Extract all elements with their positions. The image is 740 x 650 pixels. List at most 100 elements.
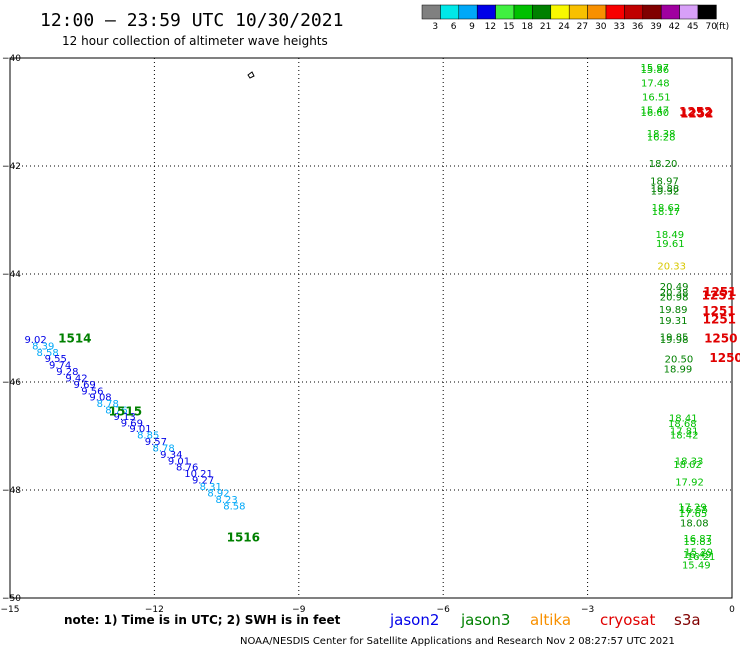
swh-value: 19.88 — [651, 184, 680, 195]
swh-value: 9.01 — [129, 424, 151, 435]
swh-value: 9.01 — [168, 457, 190, 468]
x-tick-label: −3 — [581, 605, 594, 615]
satellite-legend-entry: cryosat — [600, 611, 655, 629]
grid-lines — [10, 58, 732, 598]
legend-swatch — [679, 4, 699, 20]
swh-value: 19.98 — [660, 335, 689, 346]
swh-value: 9.02 — [24, 335, 46, 346]
legend-swatch-label: 27 — [577, 22, 588, 32]
swh-value: 16.55 — [680, 505, 709, 516]
satellite-legend-entry: jason2 — [389, 611, 439, 629]
y-tick-label: −42 — [2, 162, 21, 172]
swh-value: 18.20 — [649, 159, 678, 170]
swh-value: 19.89 — [659, 305, 688, 316]
legend-swatch-label: 42 — [669, 22, 680, 32]
pass-label: 1251 — [702, 288, 735, 302]
swh-value: 8.23 — [216, 495, 238, 506]
legend-swatch — [550, 4, 570, 20]
legend-swatch — [476, 4, 496, 20]
swh-value: 8.58 — [36, 348, 58, 359]
swh-value: 15.29 — [684, 547, 713, 558]
swh-value: 8.78 — [152, 444, 174, 455]
legend-swatch-label: 12 — [485, 22, 496, 32]
pass-labels: 1514151515161252125212511251125112511250… — [58, 105, 740, 545]
legend-unit-label: (ft) — [716, 22, 730, 32]
swh-value: 9.34 — [160, 450, 182, 461]
x-tick-label: −12 — [145, 605, 164, 615]
pass-label: 1251 — [702, 304, 735, 318]
swh-value: 17.92 — [675, 478, 704, 489]
swh-value: 18.62 — [652, 203, 681, 214]
swh-value: 16.21 — [687, 552, 716, 563]
legend-swatch-label: 30 — [595, 22, 607, 32]
swh-value: 20.50 — [665, 355, 694, 366]
pass-label: 1250 — [704, 332, 737, 346]
swh-value: 8.76 — [176, 463, 198, 474]
swh-value: 8.76 — [105, 405, 127, 416]
swh-value: 18.68 — [668, 419, 697, 430]
swh-value: 8.92 — [207, 488, 229, 499]
legend-swatch — [660, 4, 680, 20]
swh-value: 15.86 — [641, 65, 670, 76]
swh-value: 16.87 — [683, 534, 712, 545]
color-legend: 3 6 9 12 15 18 21 24 27 30 33 36 39 42 45 70(ft) — [421, 4, 730, 32]
x-tick-label: −9 — [292, 605, 306, 615]
swh-value: 19.32 — [651, 187, 680, 198]
legend-swatch-label: 45 — [687, 22, 698, 32]
pass-label: 1251 — [703, 313, 736, 327]
swh-value: 8.58 — [223, 501, 245, 512]
swh-value: 8.85 — [137, 431, 159, 442]
pass-label: 1251 — [703, 285, 736, 299]
x-tick-label: −6 — [437, 605, 451, 615]
swh-value: 20.38 — [660, 288, 689, 299]
legend-swatch — [587, 4, 607, 20]
swh-value: 8.39 — [32, 342, 54, 353]
y-tick-label: −44 — [2, 270, 21, 280]
legend-swatch-label: 39 — [650, 22, 662, 32]
satellite-legend-entry: altika — [530, 611, 571, 629]
coastline-mark — [247, 71, 255, 79]
legend-swatch — [440, 4, 460, 20]
swh-value: 9.74 — [49, 361, 71, 372]
swh-value: 20.33 — [657, 262, 686, 273]
swh-value: 16.51 — [642, 93, 671, 104]
swh-value: 18.38 — [647, 129, 676, 140]
swh-value: 19.31 — [659, 316, 688, 327]
legend-swatch-label: 21 — [540, 22, 551, 32]
axis-tick-labels: −40 −42 −44 −46 −48 −50−15 −12 −9 −6 −3 0 — [1, 54, 736, 615]
legend-swatch-label: 18 — [521, 22, 533, 32]
pass-label: 1250 — [709, 351, 740, 365]
legend-swatch-label: 36 — [632, 22, 644, 32]
legend-swatch — [458, 4, 478, 20]
swh-value: 19.85 — [660, 332, 689, 343]
swh-value: 16.60 — [641, 108, 670, 119]
plot-area: −40 −42 −44 −46 −48 −50−15 −12 −9 −6 −3 0 9.028.39… — [1, 54, 740, 615]
swh-value: 15.49 — [682, 560, 711, 571]
x-tick-label: −15 — [1, 605, 20, 615]
swh-value: 9.28 — [56, 367, 78, 378]
x-tick-label: 0 — [729, 605, 735, 615]
chart-title: 12:00 – 23:59 UTC 10/30/2021 — [40, 10, 343, 31]
swh-value: 17.48 — [641, 79, 670, 90]
legend-swatch — [624, 4, 644, 20]
pass-label: 1515 — [109, 404, 142, 418]
swh-value: 18.17 — [652, 207, 681, 218]
legend-swatch — [697, 4, 717, 20]
swh-value: 9.27 — [192, 476, 214, 487]
swh-value: 17.65 — [679, 509, 708, 520]
y-tick-label: −46 — [2, 378, 21, 388]
swh-value: 9.69 — [121, 418, 143, 429]
swh-value: 15.97 — [641, 63, 670, 74]
footer-credit: NOAA/NESDIS Center for Satellite Applica… — [240, 636, 675, 647]
units-note: note: 1) Time is in UTC; 2) SWH is in fe… — [64, 613, 341, 627]
legend-swatch-label: 6 — [451, 22, 457, 32]
plot-frame — [9, 57, 733, 599]
swh-value: 8.78 — [97, 399, 119, 410]
legend-swatch — [513, 4, 533, 20]
legend-swatch — [532, 4, 552, 20]
legend-swatch — [495, 4, 515, 20]
swh-value: 9.08 — [89, 392, 111, 403]
legend-swatch-label: 9 — [469, 22, 475, 32]
legend-swatch — [605, 4, 625, 20]
